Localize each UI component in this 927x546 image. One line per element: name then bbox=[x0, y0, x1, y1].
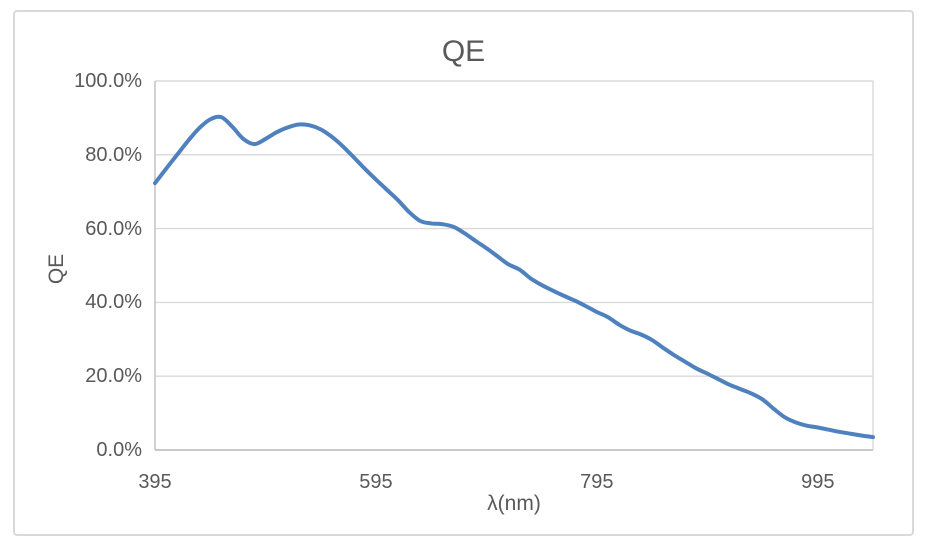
y-tick-label: 100.0% bbox=[74, 70, 142, 92]
x-tick-label: 995 bbox=[801, 471, 835, 493]
y-tick-label: 80.0% bbox=[85, 143, 142, 166]
chart-frame bbox=[13, 10, 914, 536]
x-tick-label: 395 bbox=[138, 471, 172, 493]
y-tick-label: 0.0% bbox=[96, 439, 142, 461]
x-axis-title: λ(nm) bbox=[487, 492, 541, 515]
x-tick-label: 795 bbox=[580, 471, 614, 493]
x-tick-label: 595 bbox=[359, 471, 393, 493]
y-tick-label: 20.0% bbox=[85, 365, 142, 388]
y-tick-label: 60.0% bbox=[85, 217, 142, 240]
y-tick-label: 40.0% bbox=[85, 291, 142, 314]
qe-series-line bbox=[153, 114, 875, 440]
chart-title: QE bbox=[441, 35, 486, 68]
